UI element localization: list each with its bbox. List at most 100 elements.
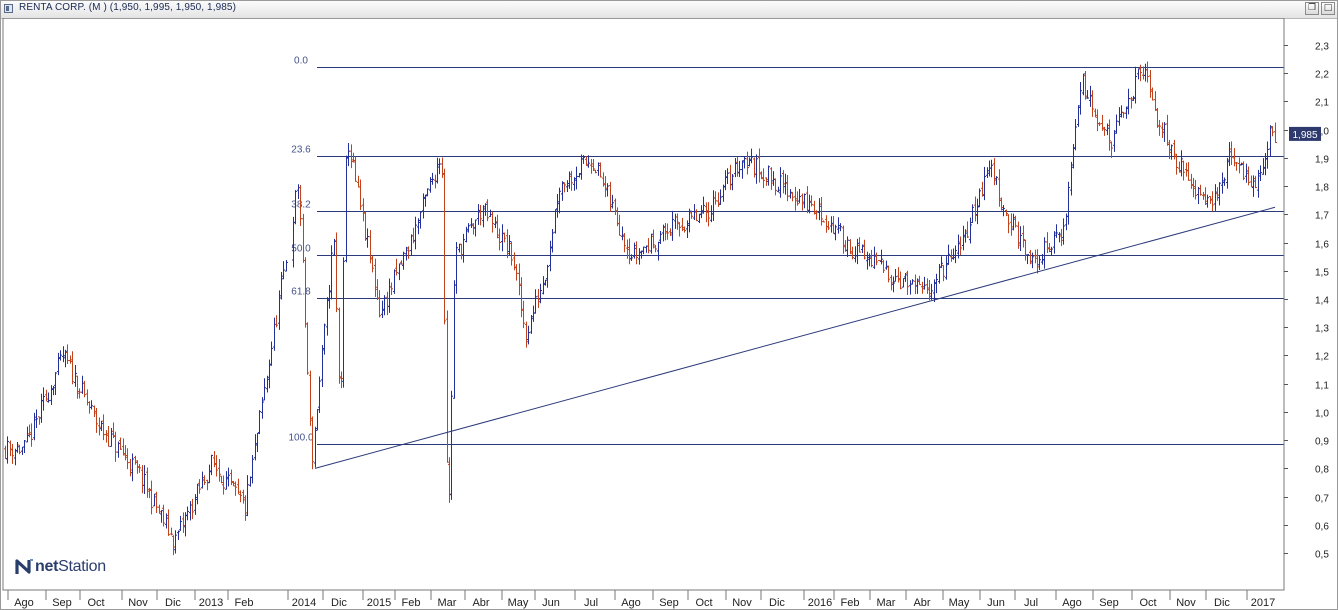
ohlc-bar bbox=[318, 376, 321, 414]
maximize-button[interactable]: □ bbox=[1321, 2, 1335, 15]
ohlc-bar bbox=[1082, 73, 1085, 96]
y-tick-label: 1,6 bbox=[1315, 240, 1329, 251]
ohlc-bar bbox=[746, 151, 749, 175]
ohlc-bar bbox=[256, 432, 259, 453]
ohlc-bar bbox=[930, 283, 933, 300]
ohlc-bar bbox=[138, 463, 141, 473]
ohlc-bar bbox=[837, 217, 840, 234]
ohlc-bar bbox=[364, 211, 367, 241]
ohlc-bar bbox=[62, 346, 65, 363]
ohlc-bar bbox=[189, 501, 192, 521]
ohlc-bar bbox=[1125, 106, 1128, 119]
netstation-logo-icon bbox=[15, 559, 33, 574]
ohlc-bar bbox=[921, 281, 924, 294]
ohlc-bar bbox=[1223, 177, 1226, 186]
ohlc-bar bbox=[707, 202, 710, 227]
ohlc-bar bbox=[402, 251, 405, 270]
ohlc-bar bbox=[66, 344, 69, 365]
y-tick-label: 1,3 bbox=[1315, 324, 1329, 335]
ohlc-bar bbox=[911, 279, 914, 285]
ohlc-bar bbox=[736, 156, 739, 177]
ohlc-bar bbox=[498, 228, 501, 251]
ohlc-bar bbox=[45, 389, 48, 402]
ohlc-bar bbox=[234, 481, 237, 496]
ohlc-bar bbox=[1197, 186, 1200, 205]
ohlc-bar bbox=[405, 246, 408, 261]
ohlc-bar bbox=[81, 375, 84, 394]
ohlc-bar bbox=[882, 259, 885, 274]
ohlc-bar bbox=[110, 427, 113, 447]
ohlc-bar bbox=[870, 249, 873, 268]
ohlc-bar bbox=[213, 451, 216, 468]
ohlc-bar bbox=[1175, 153, 1178, 175]
ohlc-bar bbox=[971, 204, 974, 224]
ohlc-bar bbox=[700, 205, 703, 219]
x-tick-label: Ago bbox=[621, 597, 641, 609]
ohlc-bar bbox=[484, 203, 487, 216]
x-tick-label: Mar bbox=[438, 597, 457, 609]
logo-text-bold: net bbox=[35, 558, 59, 575]
ohlc-bar bbox=[1046, 232, 1049, 254]
ohlc-bar bbox=[976, 198, 979, 225]
ohlc-bar bbox=[590, 158, 593, 174]
ohlc-bar bbox=[162, 504, 165, 527]
ohlc-bar bbox=[705, 202, 708, 223]
restore-button[interactable]: ❐ bbox=[1305, 2, 1319, 15]
ohlc-bar bbox=[1190, 173, 1193, 189]
ohlc-bar bbox=[1086, 90, 1089, 99]
ohlc-bar bbox=[465, 226, 468, 243]
ohlc-bar bbox=[1127, 88, 1130, 115]
ohlc-bar bbox=[719, 189, 722, 205]
ohlc-bar bbox=[722, 184, 725, 202]
ohlc-bar bbox=[1158, 120, 1161, 136]
ohlc-bar bbox=[849, 239, 852, 255]
x-tick-label: Oct bbox=[87, 597, 104, 609]
ohlc-bar bbox=[1204, 187, 1207, 206]
ohlc-bar bbox=[678, 222, 681, 237]
ohlc-bar bbox=[419, 210, 422, 229]
ohlc-bar bbox=[448, 457, 451, 503]
ohlc-bar bbox=[880, 249, 883, 265]
ohlc-bar bbox=[1041, 253, 1044, 265]
ohlc-bar bbox=[1218, 182, 1221, 206]
ohlc-bar bbox=[614, 198, 617, 216]
y-tick-label: 2,2 bbox=[1315, 70, 1329, 81]
ohlc-bar bbox=[690, 210, 693, 219]
title-bar[interactable]: RENTA CORP. (M ) (1,950, 1,995, 1,950, 1… bbox=[1, 1, 1337, 19]
ohlc-bar bbox=[491, 211, 494, 233]
ohlc-bar bbox=[966, 221, 969, 239]
ohlc-bar bbox=[1029, 249, 1032, 265]
y-tick-label: 1,1 bbox=[1315, 381, 1329, 392]
ohlc-bar bbox=[347, 143, 350, 167]
ohlc-bar bbox=[806, 186, 809, 214]
ohlc-bar bbox=[323, 323, 326, 355]
x-tick-label: Oct bbox=[1139, 597, 1156, 609]
fib-label: 61.8 bbox=[291, 287, 311, 298]
ohlc-bar bbox=[1151, 87, 1154, 101]
ohlc-bar bbox=[1182, 160, 1185, 181]
ohlc-bar bbox=[1163, 122, 1166, 142]
ohlc-bar bbox=[371, 255, 374, 273]
ohlc-bar bbox=[374, 258, 377, 298]
ohlc-bar bbox=[462, 233, 465, 263]
x-tick-label: Oct bbox=[695, 597, 712, 609]
ohlc-bar bbox=[654, 244, 657, 253]
ohlc-bar bbox=[35, 409, 38, 429]
last-price-tag bbox=[1289, 126, 1321, 141]
ohlc-bar bbox=[885, 260, 888, 270]
ohlc-bar bbox=[508, 234, 511, 255]
ohlc-bar bbox=[362, 198, 365, 222]
ohlc-bar bbox=[1132, 95, 1135, 101]
x-tick-label: Jun bbox=[542, 597, 560, 609]
ohlc-bar bbox=[952, 248, 955, 260]
ohlc-bar bbox=[873, 246, 876, 269]
ohlc-bar bbox=[470, 218, 473, 229]
ohlc-bar bbox=[861, 244, 864, 253]
ohlc-bar bbox=[875, 252, 878, 266]
ohlc-bar bbox=[143, 465, 146, 494]
fib-label: 23.6 bbox=[291, 145, 311, 156]
ohlc-bar bbox=[486, 199, 489, 222]
ohlc-bar bbox=[767, 165, 770, 186]
ohlc-bar bbox=[566, 180, 569, 193]
